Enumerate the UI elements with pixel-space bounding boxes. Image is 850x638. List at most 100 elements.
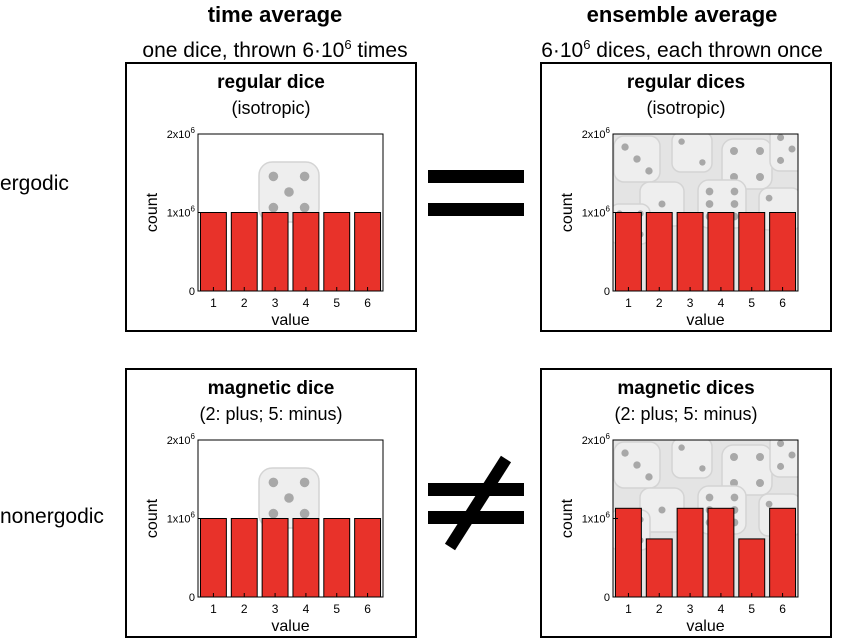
chart-title: regular dice (217, 72, 325, 93)
die-icon (769, 134, 798, 172)
column-subtitle: 6·106 dices, each thrown once (541, 37, 823, 62)
bar-1 (199, 518, 227, 598)
y-tick-label: 2x106 (582, 432, 611, 447)
y-tick-label: 2x106 (167, 432, 196, 447)
bar-5 (738, 212, 766, 292)
chart-subtitle: (2: plus; 5: minus) (199, 404, 343, 424)
x-tick-label: 6 (364, 296, 371, 310)
bar-6 (354, 518, 382, 598)
y-axis-label: count (559, 498, 576, 538)
bar-3 (261, 212, 289, 292)
x-tick-label: 2 (656, 296, 663, 310)
x-tick-label: 5 (333, 296, 340, 310)
y-axis-label: count (144, 498, 161, 538)
chart-title: regular dices (626, 72, 746, 93)
x-tick-label: 1 (210, 602, 217, 616)
chart-panel-magnetic-dices: 0 1x106 2x106 1 2 3 4 5 6 value count magnetic dic… (540, 368, 832, 638)
row-label-nonergodic: nonergodic (0, 505, 104, 528)
row-label-ergodic: ergodic (0, 172, 69, 195)
x-tick-label: 4 (718, 296, 725, 310)
x-tick-label: 3 (687, 602, 694, 616)
bar-5 (738, 538, 766, 598)
bar-6 (769, 212, 797, 292)
x-tick-label: 6 (779, 296, 786, 310)
bar-3 (676, 212, 704, 292)
y-tick-label: 2x106 (582, 126, 611, 141)
chart-subtitle: (isotropic) (646, 98, 726, 118)
bar-4 (292, 212, 320, 292)
x-axis-label: value (271, 312, 309, 329)
die-icon (671, 134, 713, 173)
column-subtitle: one dice, thrown 6·106 times (142, 37, 408, 62)
x-axis-label: value (271, 618, 309, 635)
y-axis-label: count (144, 192, 161, 232)
x-tick-label: 5 (748, 296, 755, 310)
y-tick-label: 1x106 (167, 511, 196, 526)
bar-2 (645, 212, 673, 292)
column-title: time average (207, 2, 343, 27)
x-tick-label: 5 (333, 602, 340, 616)
bar-4 (707, 212, 735, 292)
x-tick-label: 1 (210, 296, 217, 310)
x-tick-label: 6 (779, 602, 786, 616)
die-icon (613, 135, 661, 183)
die-icon (258, 161, 320, 223)
x-tick-label: 3 (272, 602, 279, 616)
bar-5 (323, 518, 351, 598)
chart-magnetic-dice: 0 1x106 2x106 1 2 3 4 5 6 value count (144, 432, 384, 635)
bar-3 (676, 507, 704, 598)
chart-title: magnetic dices (617, 378, 755, 399)
column-header-ensemble-average: ensemble average 6·106 dices, each throw… (512, 2, 850, 64)
die-icon (258, 467, 320, 529)
chart-regular-dice: 0 1x106 2x106 1 2 3 4 5 6 value count (144, 126, 384, 329)
x-axis-label: value (686, 618, 724, 635)
x-tick-label: 2 (656, 602, 663, 616)
bar-2 (230, 518, 258, 598)
x-tick-label: 3 (272, 296, 279, 310)
y-tick-label: 0 (604, 286, 610, 298)
y-tick-label: 1x106 (167, 205, 196, 220)
chart-background (258, 161, 320, 223)
x-tick-label: 3 (687, 296, 694, 310)
chart-background (258, 467, 320, 529)
x-tick-label: 4 (303, 296, 310, 310)
y-tick-label: 1x106 (582, 511, 611, 526)
not-equals-icon (428, 455, 524, 551)
y-tick-label: 1x106 (582, 205, 611, 220)
bar-2 (230, 212, 258, 292)
x-tick-label: 2 (241, 296, 248, 310)
y-tick-label: 2x106 (167, 126, 196, 141)
x-tick-label: 1 (625, 296, 632, 310)
die-icon (671, 440, 713, 479)
x-tick-label: 2 (241, 602, 248, 616)
die-icon (613, 441, 661, 489)
y-tick-label: 0 (189, 286, 195, 298)
bar-1 (614, 507, 642, 598)
die-icon (721, 138, 773, 190)
bar-2 (645, 538, 673, 598)
bar-1 (614, 212, 642, 292)
x-tick-label: 1 (625, 602, 632, 616)
chart-regular-dices: 0 1x106 2x106 1 2 3 4 5 6 value count (559, 126, 799, 329)
chart-title: magnetic dice (207, 378, 335, 399)
column-header-time-average: time average one dice, thrown 6·106 time… (105, 2, 445, 64)
bar-6 (769, 507, 797, 598)
y-tick-label: 0 (604, 592, 610, 604)
y-axis-label: count (559, 192, 576, 232)
chart-panel-regular-dices: 0 1x106 2x106 1 2 3 4 5 6 value count regular dice… (540, 62, 832, 332)
chart-magnetic-dices: 0 1x106 2x106 1 2 3 4 5 6 value count (559, 432, 799, 635)
bar-1 (199, 212, 227, 292)
chart-panel-magnetic-dice: 0 1x106 2x106 1 2 3 4 5 6 value count magnetic dic… (125, 368, 417, 638)
bar-4 (707, 507, 735, 598)
bar-4 (292, 518, 320, 598)
die-icon (721, 444, 773, 496)
die-icon (769, 440, 798, 478)
chart-subtitle: (2: plus; 5: minus) (614, 404, 758, 424)
equals-icon (428, 170, 524, 216)
x-tick-label: 5 (748, 602, 755, 616)
bar-6 (354, 212, 382, 292)
x-axis-label: value (686, 312, 724, 329)
column-title: ensemble average (586, 2, 778, 27)
x-tick-label: 6 (364, 602, 371, 616)
chart-panel-regular-dice: 0 1x106 2x106 1 2 3 4 5 6 value count regular dice… (125, 62, 417, 332)
